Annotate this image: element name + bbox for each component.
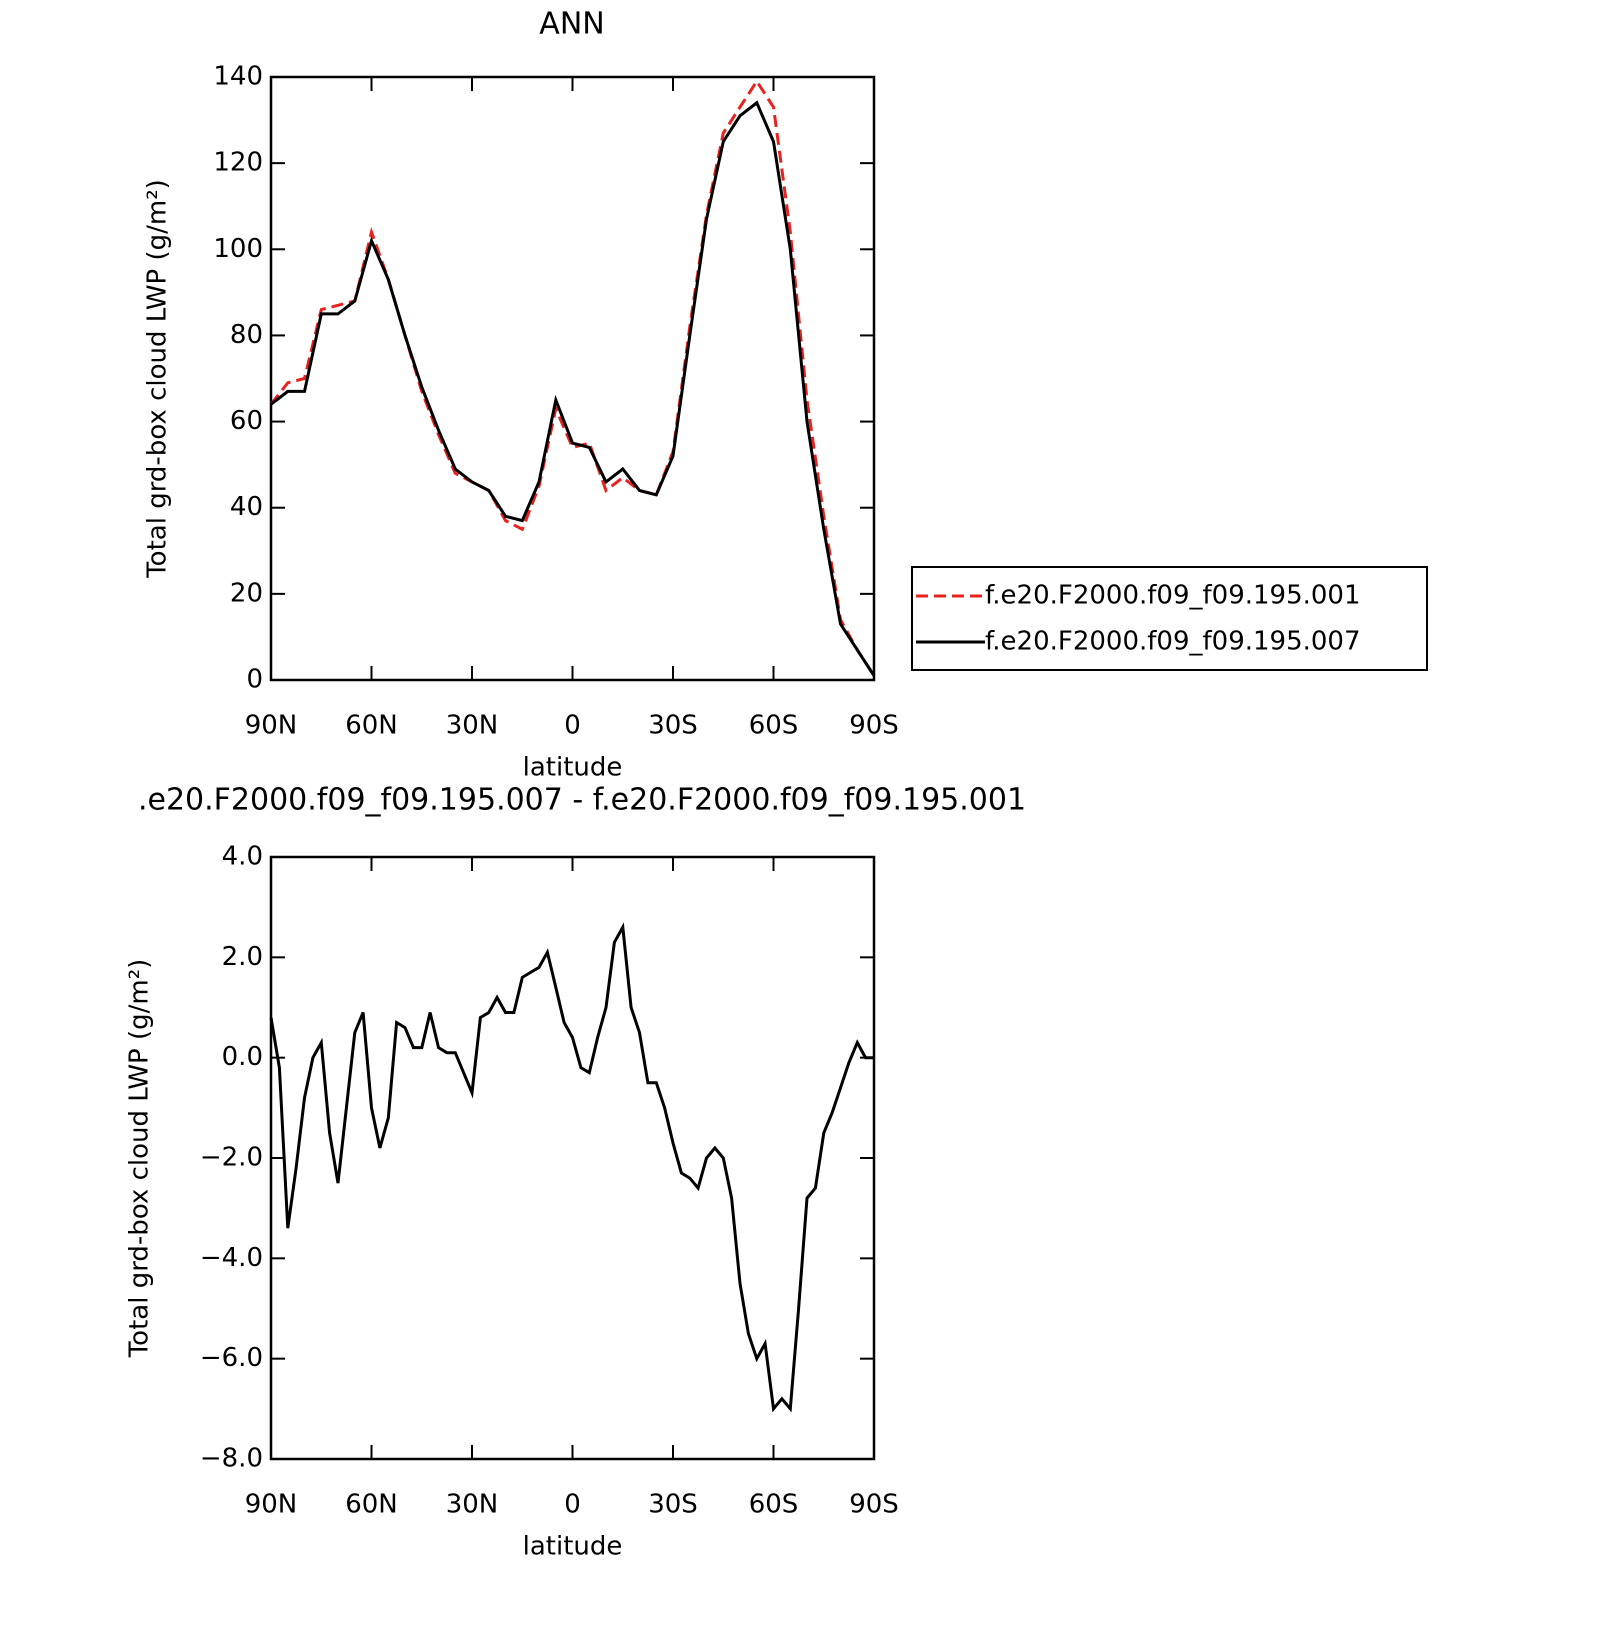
chart-title: .e20.F2000.f09_f09.195.007 - f.e20.F2000… <box>138 783 1026 818</box>
x-tick-label: 90N <box>245 711 298 741</box>
legend-box <box>911 566 1428 671</box>
legend-label: f.e20.F2000.f09_f09.195.001 <box>985 581 1361 611</box>
y-tick-label: 0 <box>246 665 263 695</box>
y-tick-label: 4.0 <box>222 842 263 872</box>
x-tick-label: 0 <box>564 1490 581 1520</box>
y-tick-label: −4.0 <box>200 1243 263 1273</box>
plot-frame <box>269 855 876 1461</box>
x-tick-label: 30N <box>446 711 499 741</box>
data-line <box>269 78 876 677</box>
y-tick-label: 120 <box>213 148 263 178</box>
legend-label: f.e20.F2000.f09_f09.195.007 <box>985 627 1361 657</box>
y-tick-label: 20 <box>230 578 263 608</box>
plot-frame <box>269 75 876 682</box>
y-tick-label: 80 <box>230 320 263 350</box>
x-tick-label: 30S <box>648 711 698 741</box>
y-tick-label: 100 <box>213 234 263 264</box>
x-tick-label: 0 <box>564 711 581 741</box>
y-tick-label: 60 <box>230 406 263 436</box>
x-tick-label: 90N <box>245 1490 298 1520</box>
y-tick-label: −8.0 <box>200 1444 263 1474</box>
y-axis-label: Total grd-box cloud LWP (g/m²) <box>143 179 173 579</box>
y-tick-label: 40 <box>230 492 263 522</box>
data-line <box>269 922 874 1413</box>
x-tick-label: 30N <box>446 1490 499 1520</box>
data-line <box>270 100 876 677</box>
x-axis-label: latitude <box>523 753 623 783</box>
y-tick-label: −6.0 <box>200 1343 263 1373</box>
x-tick-label: 60S <box>749 1490 799 1520</box>
chart-title: ANN <box>539 7 604 42</box>
x-tick-label: 60N <box>345 1490 398 1520</box>
x-tick-label: 30S <box>648 1490 698 1520</box>
x-tick-label: 60N <box>345 711 398 741</box>
x-tick-label: 60S <box>749 711 799 741</box>
y-tick-label: 0.0 <box>222 1042 263 1072</box>
x-axis-label: latitude <box>523 1532 623 1562</box>
y-tick-label: 140 <box>213 62 263 92</box>
y-tick-label: 2.0 <box>222 942 263 972</box>
y-axis-label: Total grd-box cloud LWP (g/m²) <box>125 959 155 1359</box>
x-tick-label: 90S <box>849 1490 899 1520</box>
y-tick-label: −2.0 <box>200 1143 263 1173</box>
x-tick-label: 90S <box>849 711 899 741</box>
